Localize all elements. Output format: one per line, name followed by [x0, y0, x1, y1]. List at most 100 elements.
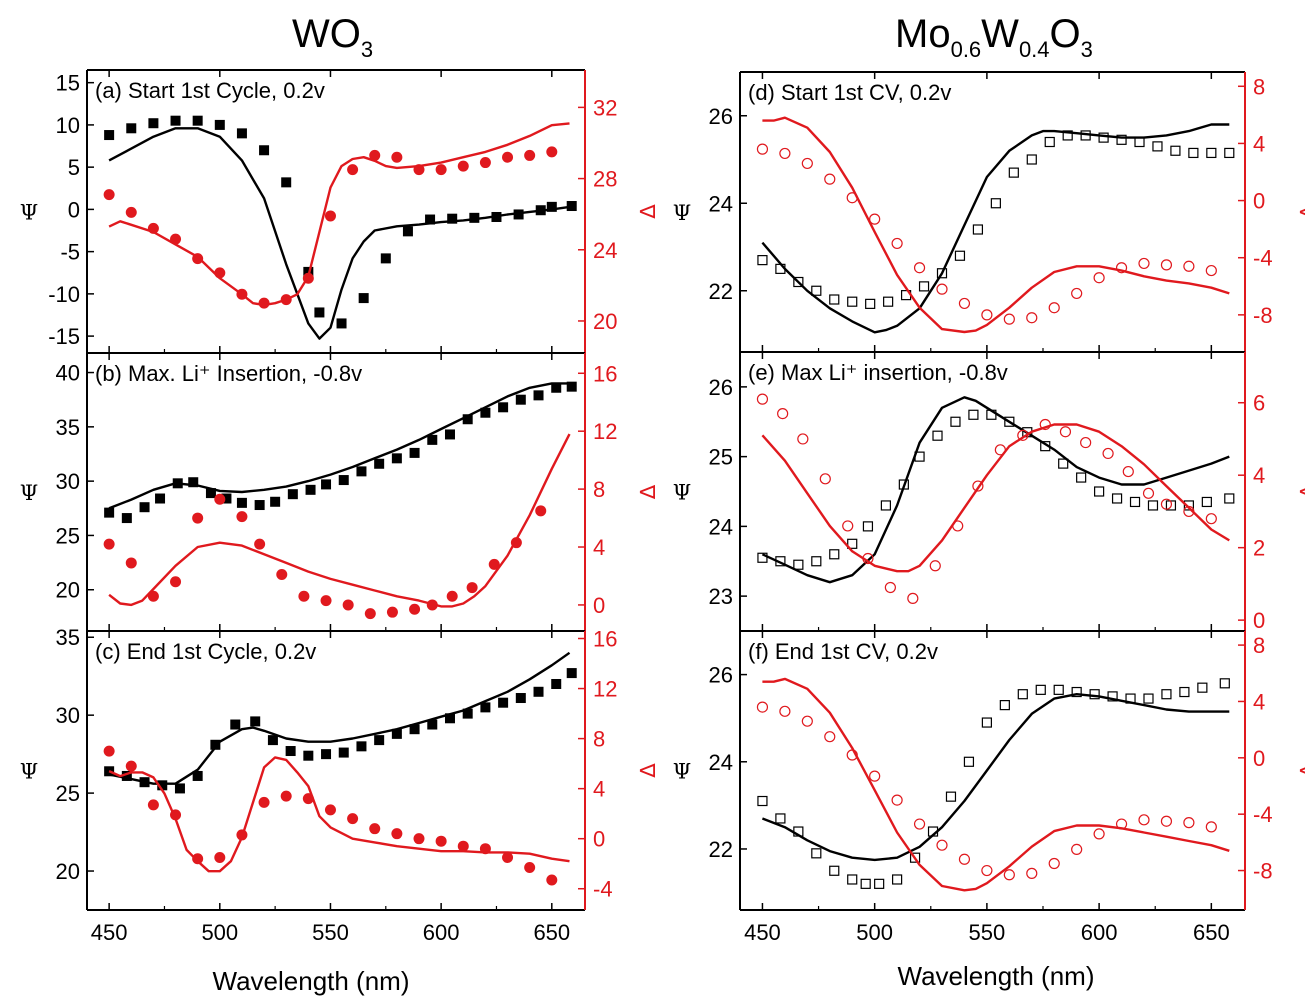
y-left-tick-label: 24	[709, 750, 733, 775]
data-point-square	[391, 453, 402, 464]
data-point-square-open	[986, 409, 997, 420]
series-right-marker	[103, 146, 558, 309]
right-title-sub-3: 3	[1080, 37, 1093, 62]
data-point-square-open	[999, 700, 1010, 711]
data-point-circle	[386, 606, 398, 618]
data-point-square-open	[1143, 693, 1154, 704]
data-point-square	[104, 130, 115, 141]
y-left-axis-title: Ψ	[673, 201, 691, 225]
y-left-tick-label: 24	[709, 514, 733, 539]
data-point-circle	[236, 288, 248, 300]
data-point-square-open	[757, 795, 768, 807]
data-point-circle	[170, 809, 182, 821]
left-title-main: WO	[292, 12, 361, 56]
data-point-square	[236, 128, 247, 139]
data-point-square-open	[909, 852, 921, 863]
data-point-square	[236, 497, 247, 508]
y-right-tick-label: 24	[593, 238, 617, 263]
series-left-marker	[104, 115, 577, 329]
data-point-square	[259, 145, 270, 156]
data-point-circle-open	[1026, 312, 1038, 324]
data-point-circle-open	[1115, 818, 1128, 830]
data-point-circle-open	[819, 473, 831, 485]
data-point-circle	[479, 157, 491, 169]
panel-label: (e) Max Li⁺ insertion, -0.8v	[748, 360, 1008, 385]
data-point-square	[270, 496, 281, 507]
data-point-square-open	[880, 500, 891, 511]
data-point-circle-open	[958, 297, 971, 310]
y-right-tick-label: 20	[593, 309, 617, 334]
data-point-circle-open	[1160, 815, 1173, 827]
data-point-circle	[236, 511, 248, 523]
y-right-tick-label: 6	[1253, 391, 1265, 416]
data-point-circle	[320, 595, 332, 607]
y-left-tick-label: 15	[56, 71, 80, 96]
data-point-circle-open	[869, 770, 881, 782]
data-point-square	[374, 735, 385, 746]
data-point-circle	[524, 861, 536, 873]
data-point-square	[267, 735, 278, 746]
y-right-tick-label: 8	[1253, 74, 1265, 99]
x-tick-label: 450	[744, 920, 781, 945]
x-tick-label: 650	[533, 920, 570, 945]
right-title-part-3: O	[1049, 12, 1081, 56]
data-point-circle	[302, 793, 314, 805]
data-point-square-open	[1201, 496, 1212, 508]
data-point-circle	[214, 267, 226, 279]
data-point-circle-open	[846, 192, 858, 204]
data-point-circle-open	[1183, 817, 1195, 829]
right-title-sub-1: 0.6	[950, 37, 982, 62]
data-point-square	[427, 719, 438, 730]
data-point-square	[287, 489, 298, 500]
data-point-square	[498, 402, 509, 413]
data-point-circle	[466, 582, 478, 594]
data-point-circle	[324, 210, 336, 222]
data-point-circle	[258, 796, 270, 808]
right-column-title: Mo0.6W0.4O3	[895, 14, 1093, 61]
data-point-circle-open	[1205, 513, 1217, 525]
y-right-axis-title: ∆	[1296, 484, 1305, 500]
data-point-square-open	[1058, 458, 1069, 469]
data-point-circle	[147, 222, 159, 234]
y-right-tick-label: -8	[1253, 859, 1273, 884]
data-point-square	[250, 716, 261, 727]
data-point-square-open	[1076, 472, 1087, 483]
y-right-tick-label: 0	[1253, 608, 1265, 633]
data-point-square	[515, 693, 526, 704]
series-left-line	[108, 382, 570, 510]
data-point-square-open	[1125, 693, 1136, 704]
data-point-square	[121, 513, 132, 524]
series-line	[108, 433, 571, 608]
data-point-circle-open	[1071, 843, 1083, 856]
series-left-marker	[757, 678, 1230, 889]
data-point-square-open	[1170, 145, 1181, 156]
data-point-square	[566, 668, 577, 679]
data-point-square	[533, 390, 544, 401]
y-right-tick-label: 0	[1253, 189, 1265, 214]
data-point-circle	[502, 851, 514, 863]
data-point-square	[336, 318, 347, 329]
data-point-circle	[426, 599, 438, 611]
y-left-tick-label: 35	[56, 625, 80, 650]
data-point-square	[358, 293, 369, 304]
data-point-square-open	[932, 430, 943, 441]
y-right-tick-label: 4	[1253, 131, 1265, 156]
data-point-circle	[524, 149, 536, 161]
data-point-circle	[546, 146, 558, 158]
data-point-circle	[479, 843, 491, 855]
data-point-square-open	[1098, 132, 1109, 143]
data-point-circle-open	[972, 480, 984, 492]
y-right-tick-label: 0	[593, 827, 605, 852]
data-point-square-open	[963, 756, 975, 767]
data-point-circle-open	[891, 237, 903, 250]
data-point-circle	[457, 160, 469, 172]
data-point-square-open	[945, 791, 957, 802]
data-point-circle	[236, 829, 248, 841]
y-right-tick-label: 8	[593, 477, 605, 502]
data-point-circle-open	[1160, 259, 1173, 271]
y-right-tick-label: -8	[1253, 303, 1273, 328]
data-point-circle	[254, 538, 266, 550]
data-point-square-open	[829, 865, 840, 876]
data-point-square-open	[757, 552, 768, 563]
